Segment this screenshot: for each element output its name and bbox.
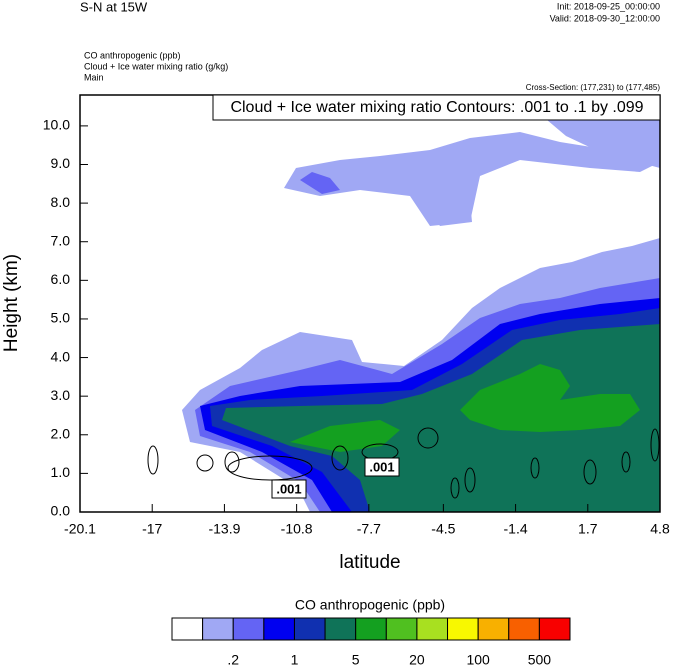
contour-line: [331, 445, 349, 471]
contour-line: [417, 427, 439, 449]
y-tick-label: 7.0: [51, 232, 71, 248]
colorbar-swatch: [416, 617, 449, 641]
colorbar-tick-label: 500: [528, 652, 552, 668]
y-tick-label: 8.0: [51, 194, 71, 210]
colorbar-swatch: [263, 617, 295, 641]
colorbar-title: CO anthropogenic (ppb): [295, 597, 445, 613]
x-tick-label: -7.7: [357, 521, 381, 537]
colorbar-swatch: [171, 617, 204, 641]
y-axis-label: Height (km): [1, 254, 22, 352]
colorbar-tick-label: 20: [409, 652, 425, 668]
contour-label: .001: [276, 481, 301, 496]
contour-line: [530, 457, 540, 479]
contour-line: [224, 451, 240, 473]
x-tick-label: -17: [142, 521, 162, 537]
colorbar-swatch: [355, 617, 387, 641]
y-tick-label: 5.0: [51, 310, 71, 326]
contour-line: [464, 467, 476, 493]
contour-label-box: [271, 479, 307, 499]
contour-line: [583, 459, 597, 485]
colorbar-swatch: [477, 617, 510, 641]
y-tick-label: 1.0: [51, 464, 71, 480]
x-tick-label: 1.7: [578, 521, 598, 537]
field-line: Cloud + Ice water mixing ratio (g/kg): [84, 61, 228, 71]
colorbar-tick-label: .2: [227, 652, 239, 668]
x-tick-label: -10.8: [281, 521, 313, 537]
field-line: CO anthropogenic (ppb): [84, 50, 181, 60]
chart-title: S-N at 15W: [80, 0, 148, 14]
contour-label-box: [364, 457, 400, 477]
y-tick-label: 10.0: [43, 117, 70, 133]
shaded-region: [290, 420, 400, 452]
init-time: Init: 2018-09-25_00:00:00: [557, 1, 660, 11]
colorbar-tick-label: 100: [466, 652, 490, 668]
y-tick-label: 4.0: [51, 348, 71, 364]
x-tick-label: -4.5: [431, 521, 455, 537]
contour-label: .001: [369, 459, 394, 474]
x-tick-label: 4.8: [650, 521, 670, 537]
field-line: Main: [84, 72, 104, 82]
contour-line: [196, 454, 214, 472]
shaded-region: [284, 132, 660, 226]
contour-line: [650, 428, 660, 462]
colorbar-tick-label: 5: [352, 652, 360, 668]
contour-title: Cloud + Ice water mixing ratio Contours:…: [230, 99, 643, 116]
y-tick-label: 9.0: [51, 155, 71, 171]
colorbar-swatch: [385, 617, 418, 641]
y-tick-label: 0.0: [51, 503, 71, 519]
contour-line: [147, 445, 159, 475]
colorbar-swatch: [202, 617, 234, 641]
colorbar-tick-label: 1: [291, 652, 299, 668]
x-tick-label: -1.4: [504, 521, 528, 537]
x-tick-label: -20.1: [64, 521, 96, 537]
shaded-field: [182, 95, 660, 512]
valid-time: Valid: 2018-09-30_12:00:00: [550, 13, 660, 23]
y-tick-label: 3.0: [51, 387, 71, 403]
colorbar-swatch: [324, 617, 357, 641]
colorbar-swatch: [293, 617, 326, 641]
colorbar-swatch: [538, 617, 571, 641]
colorbar-swatch: [232, 617, 265, 641]
contour-line: [450, 477, 460, 499]
contour-line: [621, 451, 631, 473]
shaded-region: [460, 364, 640, 432]
y-tick-label: 2.0: [51, 425, 71, 441]
contour-lines: [147, 427, 660, 499]
shaded-region: [300, 172, 340, 194]
colorbar-swatch: [447, 617, 479, 641]
y-tick-label: 6.0: [51, 271, 71, 287]
shaded-region: [420, 190, 472, 226]
x-tick-label: -13.9: [208, 521, 240, 537]
contour-title-box: [212, 94, 661, 121]
colorbar-swatch: [508, 617, 540, 641]
contour-line: [227, 455, 313, 481]
x-axis-label: latitude: [339, 552, 400, 573]
cross-section: Cross-Section: (177,231) to (177,485): [526, 83, 661, 92]
